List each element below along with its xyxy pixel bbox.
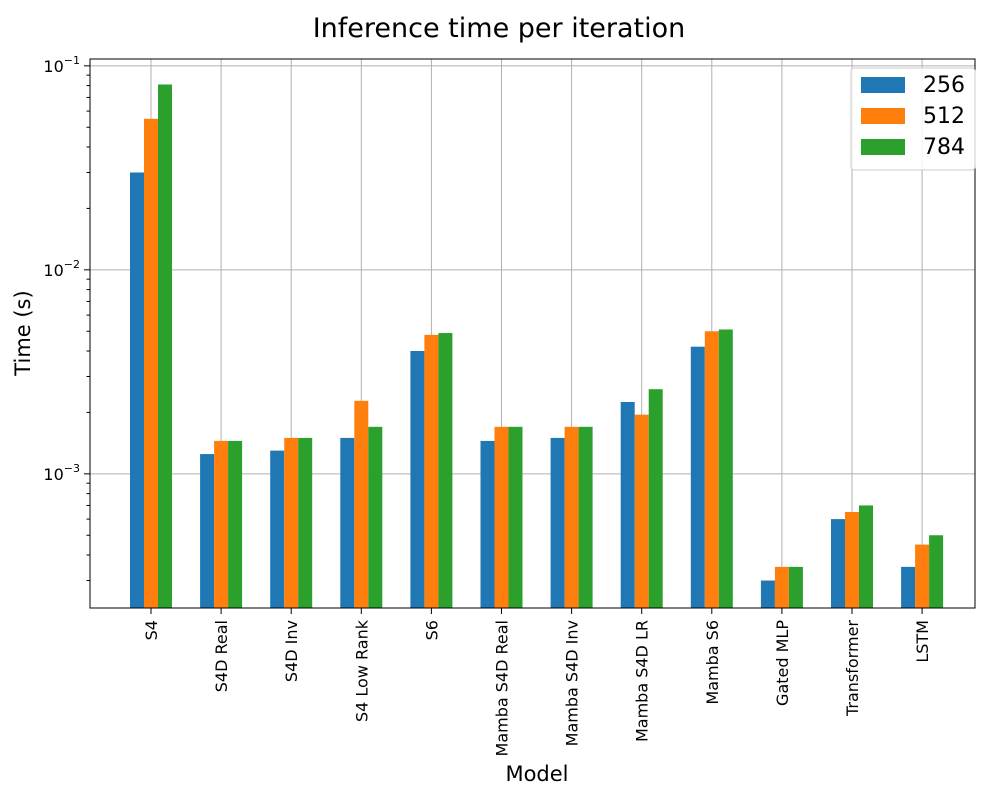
bar-784-11 bbox=[929, 535, 944, 608]
plot-area-frame bbox=[89, 58, 976, 609]
legend-label-512: 512 bbox=[923, 104, 965, 129]
bar-512-2 bbox=[284, 437, 299, 608]
bar-512-11 bbox=[915, 544, 930, 608]
x-tick-label: LSTM bbox=[913, 620, 932, 663]
x-tick-label: S4D Real bbox=[212, 620, 231, 692]
bar-256-7 bbox=[620, 401, 635, 608]
bar-256-11 bbox=[901, 566, 916, 608]
x-tick-label: S4 bbox=[142, 620, 161, 640]
bar-256-1 bbox=[200, 454, 215, 608]
bar-512-4 bbox=[424, 334, 439, 608]
bars bbox=[130, 84, 944, 609]
bar-784-2 bbox=[298, 437, 313, 608]
y-tick-label: 10−3 bbox=[43, 462, 80, 484]
bar-256-4 bbox=[410, 351, 425, 608]
bar-256-10 bbox=[831, 519, 845, 608]
x-tick-label: S4 Low Rank bbox=[352, 619, 371, 722]
bar-784-1 bbox=[228, 440, 243, 608]
y-tick-label: 10−2 bbox=[43, 258, 80, 280]
bar-512-0 bbox=[144, 118, 158, 608]
bar-256-2 bbox=[270, 450, 285, 608]
legend-swatch-256 bbox=[861, 77, 905, 93]
bar-512-10 bbox=[845, 512, 859, 608]
bar-512-5 bbox=[494, 426, 509, 608]
bar-784-5 bbox=[508, 426, 523, 608]
bar-784-0 bbox=[158, 84, 172, 609]
bar-784-6 bbox=[578, 426, 593, 608]
bar-256-5 bbox=[480, 440, 495, 608]
legend-swatch-512 bbox=[861, 108, 905, 124]
x-tick-label: Mamba S4D Inv bbox=[563, 620, 582, 746]
bar-256-3 bbox=[340, 437, 355, 608]
bar-256-9 bbox=[760, 580, 775, 608]
bar-784-10 bbox=[859, 505, 873, 608]
bar-784-3 bbox=[368, 426, 383, 608]
bar-512-8 bbox=[704, 331, 719, 608]
bar-784-9 bbox=[788, 566, 803, 608]
bar-256-8 bbox=[690, 346, 705, 608]
bar-256-6 bbox=[550, 437, 565, 608]
bar-256-0 bbox=[130, 172, 144, 608]
x-tick-label: S4D Inv bbox=[282, 620, 301, 682]
x-tick-label: Mamba S6 bbox=[703, 620, 722, 705]
legend-label-256: 256 bbox=[923, 73, 965, 98]
x-tick-label: Transformer bbox=[843, 620, 862, 717]
bar-512-6 bbox=[564, 426, 579, 608]
y-tick-label: 10−1 bbox=[43, 54, 80, 76]
x-tick-label: Mamba S4D LR bbox=[633, 620, 652, 742]
x-axis-label: Model bbox=[505, 762, 568, 786]
bar-512-7 bbox=[634, 414, 649, 608]
bar-784-4 bbox=[438, 333, 453, 608]
bar-784-8 bbox=[718, 329, 733, 608]
chart-title: Inference time per iteration bbox=[313, 13, 686, 44]
bar-784-7 bbox=[648, 389, 663, 608]
bar-512-1 bbox=[214, 440, 229, 608]
x-tick-label: S6 bbox=[422, 620, 441, 640]
y-axis-label: Time (s) bbox=[11, 290, 35, 376]
x-tick-label: Mamba S4D Real bbox=[493, 620, 512, 756]
legend: 256 512 784 bbox=[850, 67, 976, 171]
bar-512-9 bbox=[774, 566, 789, 608]
legend-swatch-784 bbox=[861, 139, 905, 155]
x-tick-label: Gated MLP bbox=[773, 620, 792, 706]
y-axis-ticks: 10−3 10−2 10−1 bbox=[43, 54, 90, 582]
x-axis-ticks: S4 S4D Real S4D Inv S4 Low Rank S6 Mamba S4D … bbox=[142, 608, 932, 756]
bar-512-3 bbox=[354, 400, 369, 608]
legend-label-784: 784 bbox=[923, 135, 965, 160]
